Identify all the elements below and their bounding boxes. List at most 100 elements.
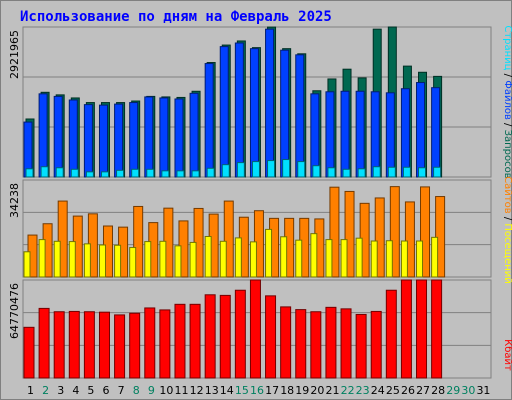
bar-посещений-day-3 [57, 200, 68, 278]
bar-сайтов-day-23 [355, 237, 363, 278]
bar-сайтов-day-6 [98, 244, 106, 278]
day-label-6: 6 [103, 384, 110, 397]
bar-файлов-day-7 [114, 103, 124, 178]
bar-кбайт-day-10 [159, 309, 171, 379]
bar-страниц-day-3 [55, 167, 64, 178]
bar-страниц-day-19 [297, 161, 306, 178]
bar-страниц-day-6 [100, 171, 109, 178]
bar-файлов-day-12 [189, 92, 199, 178]
bar-сайтов-day-11 [174, 245, 182, 278]
bar-посещений-day-25 [389, 186, 400, 278]
side-legend: Кбайт [502, 339, 512, 371]
bar-посещений-day-22 [344, 190, 355, 278]
bar-кбайт-day-17 [265, 295, 277, 379]
bar-страниц-day-2 [40, 166, 49, 178]
bar-кбайт-day-26 [400, 279, 412, 379]
bar-страниц-day-24 [372, 166, 381, 178]
day-label-27: 27 [416, 384, 430, 397]
bar-кбайт-day-25 [385, 289, 397, 379]
day-label-24: 24 [371, 384, 385, 397]
bar-файлов-day-19 [295, 54, 305, 178]
bar-кбайт-day-21 [325, 306, 337, 379]
bar-страниц-day-15 [236, 162, 245, 178]
bar-кбайт-day-19 [295, 309, 307, 379]
legend-item: / [502, 120, 512, 130]
bar-страниц-day-4 [70, 168, 79, 178]
bar-страниц-day-22 [342, 168, 351, 178]
bar-файлов-day-14 [219, 46, 229, 178]
bar-кбайт-day-23 [355, 313, 367, 379]
bar-сайтов-day-5 [83, 243, 91, 278]
day-label-14: 14 [220, 384, 234, 397]
day-label-11: 11 [175, 384, 189, 397]
day-label-29: 29 [446, 384, 460, 397]
bar-кбайт-day-14 [219, 294, 231, 379]
bar-сайтов-day-9 [144, 241, 152, 278]
day-label-25: 25 [386, 384, 400, 397]
bar-кбайт-day-28 [431, 279, 443, 379]
bar-файлов-day-3 [53, 95, 63, 178]
bar-кбайт-day-24 [370, 310, 382, 379]
bar-сайтов-day-24 [370, 240, 378, 278]
bar-сайтов-day-7 [114, 244, 122, 278]
day-label-28: 28 [431, 384, 445, 397]
bar-сайтов-day-17 [265, 228, 273, 278]
bar-кбайт-day-3 [53, 311, 65, 379]
bar-файлов-day-9 [144, 96, 154, 178]
chart-title: Использование по дням на Февраль 2025 [20, 9, 332, 25]
bar-посещений-day-27 [420, 186, 431, 278]
day-label-31: 31 [476, 384, 490, 397]
bar-страниц-day-16 [251, 161, 260, 178]
bar-кбайт-day-7 [114, 314, 126, 379]
legend-item: / [502, 70, 512, 80]
bar-страниц-day-25 [387, 166, 396, 178]
bar-сайтов-day-8 [129, 247, 137, 278]
bar-файлов-day-16 [249, 48, 259, 178]
bar-страниц-day-8 [131, 168, 140, 178]
day-label-26: 26 [401, 384, 415, 397]
day-label-18: 18 [280, 384, 294, 397]
legend-item: Страниц [502, 25, 512, 70]
day-label-13: 13 [205, 384, 219, 397]
bar-кбайт-day-22 [340, 308, 352, 379]
side-legend: Сайтов / Посещений [502, 176, 512, 284]
day-label-9: 9 [148, 384, 155, 397]
bar-кбайт-day-5 [83, 311, 95, 379]
bar-файлов-day-8 [129, 102, 139, 178]
legend-item: Посещений [502, 223, 512, 283]
day-label-30: 30 [461, 384, 475, 397]
bar-файлов-day-21 [325, 91, 335, 178]
bar-кбайт-day-1 [23, 326, 35, 379]
bar-кбайт-day-12 [189, 303, 201, 379]
bar-сайтов-day-28 [431, 236, 439, 278]
bar-файлов-day-25 [385, 92, 395, 178]
bar-страниц-day-17 [267, 160, 276, 178]
bar-файлов-day-27 [416, 82, 426, 178]
bar-файлов-day-20 [310, 93, 320, 178]
y-max-label: 2921965 [8, 30, 21, 79]
bar-кбайт-day-8 [129, 312, 141, 379]
bar-страниц-day-28 [433, 166, 442, 178]
day-label-2: 2 [42, 384, 49, 397]
day-label-17: 17 [265, 384, 279, 397]
day-label-8: 8 [133, 384, 140, 397]
y-max-label: 34238 [8, 183, 21, 218]
bar-посещений-day-28 [435, 196, 446, 278]
day-label-22: 22 [341, 384, 355, 397]
bar-сайтов-day-3 [53, 240, 61, 278]
bar-кбайт-day-16 [249, 279, 261, 379]
bar-кбайт-day-20 [310, 311, 322, 379]
bar-сайтов-day-15 [234, 237, 242, 278]
bar-сайтов-day-12 [189, 241, 197, 278]
bar-файлов-day-13 [204, 63, 214, 178]
bar-файлов-day-22 [340, 90, 350, 178]
bar-кбайт-day-13 [204, 294, 216, 379]
day-label-1: 1 [27, 384, 34, 397]
bar-сайтов-day-26 [400, 240, 408, 278]
bar-страниц-day-18 [282, 159, 291, 178]
day-label-5: 5 [87, 384, 94, 397]
bar-страниц-day-14 [221, 164, 230, 178]
bar-файлов-day-15 [234, 42, 244, 178]
day-label-15: 15 [235, 384, 249, 397]
y-max-label: 64770476 [8, 283, 21, 339]
